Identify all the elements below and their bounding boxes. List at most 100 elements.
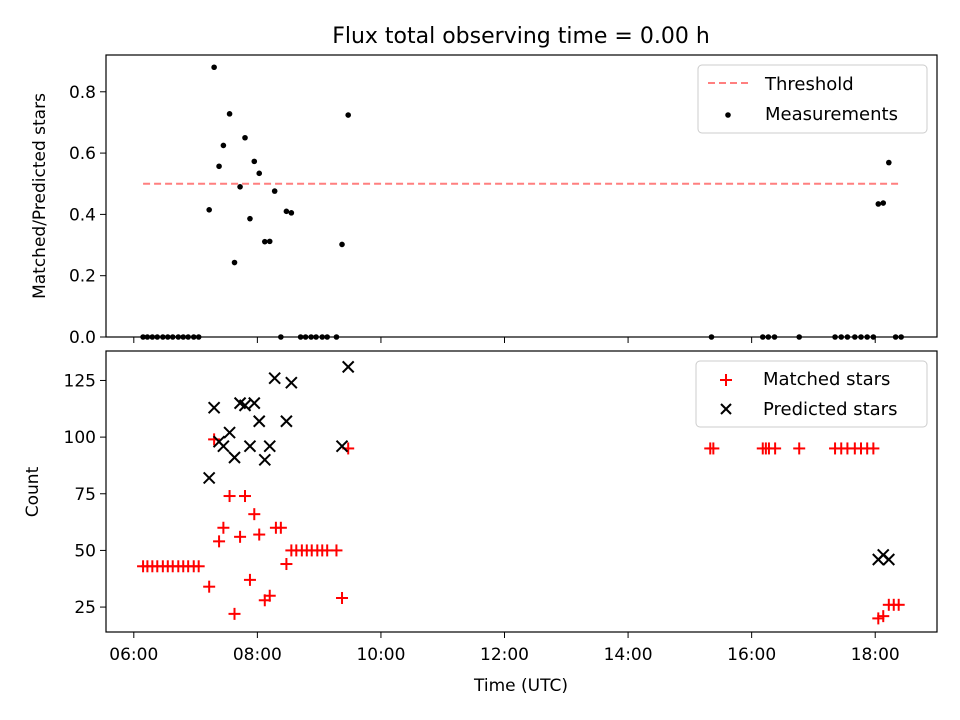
- measurement-point: [266, 238, 273, 245]
- count-panel-frame: [105, 350, 938, 633]
- matched-star-point: [892, 598, 905, 611]
- measurement-point: [251, 158, 258, 165]
- ratio-legend-box: [697, 64, 928, 134]
- matched-star-point: [192, 560, 205, 573]
- count-x-tick-label: 06:00: [109, 645, 158, 665]
- measurement-point: [339, 241, 345, 248]
- count-y-tick-label: 50: [74, 541, 96, 561]
- legend-matched-label: Matched stars: [763, 369, 890, 390]
- matched-star-point: [877, 610, 890, 623]
- predicted-star-point: [341, 360, 355, 374]
- matched-star-point: [793, 442, 806, 455]
- measurement-point: [231, 259, 238, 266]
- matched-star-point: [228, 607, 241, 620]
- count-x-tick-label: 12:00: [480, 645, 529, 665]
- legend-predicted-swatch: [720, 403, 732, 415]
- matched-star-point: [253, 528, 266, 541]
- predicted-star-point: [268, 371, 281, 385]
- predicted-star-point: [223, 426, 236, 439]
- ratio-y-tick-label: 0.2: [69, 267, 96, 287]
- legend-predicted-label: Predicted stars: [763, 399, 897, 420]
- count-x-tick-label: 16:00: [727, 645, 776, 665]
- ratio-y-tick-label: 0.0: [69, 328, 96, 348]
- matched-star-point: [217, 521, 230, 534]
- measurement-point: [271, 188, 278, 194]
- matched-star-point: [707, 442, 720, 455]
- measurement-point: [288, 210, 295, 216]
- ratio-axes: 0.0 0.2 0.4 0.6 0.8: [69, 83, 876, 348]
- matched-star-point: [239, 490, 252, 503]
- matched-star-point: [223, 490, 236, 503]
- predicted-star-point: [258, 453, 271, 466]
- predicted-star-point: [285, 376, 298, 389]
- matched-star-point: [336, 592, 349, 605]
- matched-star-point: [248, 508, 261, 521]
- matched-star-point: [867, 442, 880, 455]
- predicted-star-point: [243, 439, 257, 453]
- matched-star-point: [203, 580, 216, 593]
- ratio-legend: Threshold Measurements: [697, 64, 928, 134]
- measurement-point: [211, 64, 217, 71]
- predicted-star-point: [253, 415, 266, 428]
- measurement-point: [261, 238, 268, 245]
- ratio-y-tick-label: 0.4: [69, 205, 96, 225]
- count-x-tick-label: 10:00: [356, 645, 405, 665]
- predicted-star-point: [207, 401, 221, 414]
- ratio-panel-frame: [105, 54, 938, 338]
- ratio-y-tick-label: 0.8: [69, 83, 96, 103]
- predicted-star-point: [228, 451, 241, 464]
- matched-star-point: [280, 558, 293, 571]
- predicted-star-point: [238, 399, 252, 412]
- count-x-tick-label: 08:00: [233, 645, 282, 665]
- legend-measurements-label: Measurements: [765, 104, 898, 125]
- measurement-point: [256, 170, 263, 177]
- predicted-star-point: [248, 396, 261, 410]
- measurement-point: [220, 142, 227, 149]
- legend-threshold-label: Threshold: [764, 74, 854, 95]
- matched-star-point: [263, 589, 276, 602]
- matched-star-point: [274, 521, 287, 534]
- matched-star-point: [234, 530, 247, 543]
- measurement-point: [247, 215, 253, 222]
- measurement-point: [875, 201, 882, 207]
- legend-matched-swatch: [720, 374, 732, 386]
- measurement-point: [880, 200, 887, 206]
- measurement-point: [216, 163, 222, 170]
- count-plot-area: [137, 360, 905, 625]
- measurement-point: [345, 112, 351, 118]
- measurement-point: [226, 111, 233, 117]
- matched-star-point: [769, 442, 782, 455]
- chart-title: Flux total observing time = 0.00 h: [332, 24, 710, 49]
- matched-star-point: [243, 573, 256, 586]
- count-x-tick-label: 18:00: [851, 645, 900, 665]
- matched-star-point: [213, 535, 226, 548]
- count-axes: 25 50 75 100 125 06:00 08:00 10:00 12:00 14:00 16:…: [64, 371, 900, 665]
- ratio-panel: 0.00.20.40.60.8 Matched/Predicted stars …: [30, 54, 938, 348]
- measurement-point: [237, 184, 243, 190]
- predicted-star-point: [882, 553, 896, 566]
- legend-measurements-swatch: [725, 112, 731, 118]
- predicted-star-point: [217, 439, 230, 453]
- count-y-axis-label: Count: [23, 466, 43, 517]
- measurement-point: [206, 206, 212, 213]
- predicted-star-point: [335, 439, 349, 453]
- count-legend: Matched stars Predicted stars: [695, 360, 928, 428]
- measurement-point: [886, 159, 892, 166]
- x-axis-label: Time (UTC): [473, 676, 568, 696]
- matched-star-point: [330, 544, 343, 557]
- count-y-tick-label: 75: [74, 485, 96, 505]
- count-legend-box: [695, 360, 928, 428]
- ratio-y-axis-label: Matched/Predicted stars: [30, 93, 50, 299]
- measurement-point: [242, 134, 248, 141]
- predicted-star-point: [263, 439, 276, 453]
- count-y-tick-label: 25: [74, 598, 96, 618]
- count-y-tick-label: 125: [64, 371, 96, 391]
- count-panel: 25 50 75 100 125 06:00 08:00 10:00 12:00 14:00 16:…: [23, 350, 938, 696]
- count-x-tick-label: 14:00: [604, 645, 653, 665]
- measurement-point: [283, 208, 290, 215]
- predicted-star-point: [280, 415, 293, 428]
- count-y-tick-label: 100: [64, 428, 96, 448]
- ratio-y-tick-label: 0.6: [69, 144, 96, 164]
- predicted-star-point: [202, 471, 216, 485]
